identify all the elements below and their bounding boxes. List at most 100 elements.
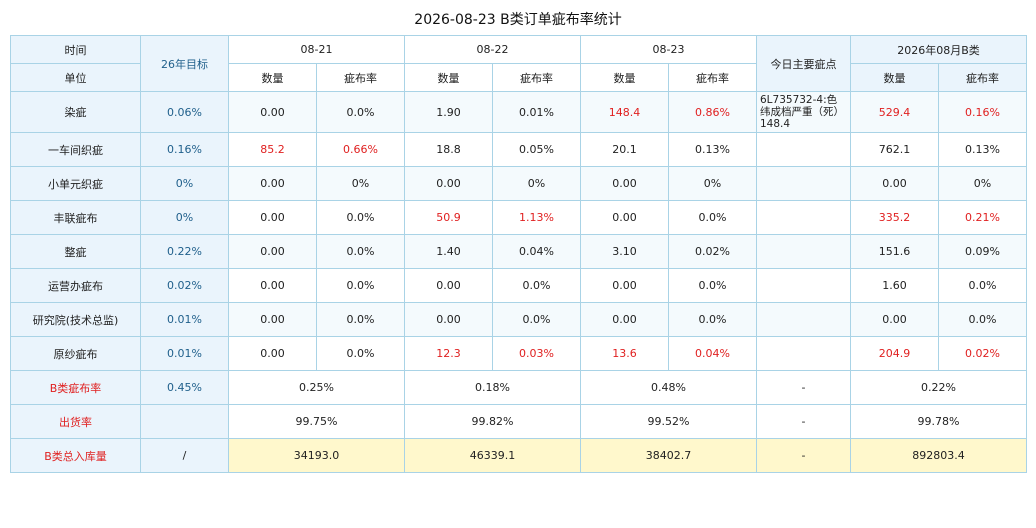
rate-cell: 0.0% [316, 268, 405, 303]
month-qty-cell: 762.1 [850, 132, 939, 167]
target-value: 0.06% [140, 91, 229, 133]
date-header-2: 08-22 [404, 35, 581, 64]
target-value: 0.16% [140, 132, 229, 167]
time-label: 时间 [10, 35, 141, 64]
main-defect-note [756, 268, 851, 303]
summary-note: - [756, 370, 851, 405]
qty-cell: 0.00 [228, 200, 317, 235]
summary-value: 0.18% [404, 370, 581, 405]
rate-cell: 0.0% [668, 302, 757, 337]
qty-cell: 0.00 [404, 166, 493, 201]
date-header-3: 08-23 [580, 35, 757, 64]
month-qty-cell: 1.60 [850, 268, 939, 303]
main-defect-note [756, 234, 851, 269]
summary-month-value: 99.78% [849, 404, 1028, 439]
rate-cell: 0.02% [668, 234, 757, 269]
qty-cell: 13.6 [580, 336, 669, 371]
summary-row: B类疵布率 0.45% 0.25% 0.18% 0.48% -0.22% [10, 370, 1028, 405]
rate-header: 疵布率 [668, 63, 757, 92]
target-value: 0.22% [140, 234, 229, 269]
qty-cell: 18.8 [404, 132, 493, 167]
table-row: 研究院(技术总监) 0.01% 0.00 0.0% 0.00 0.0% 0.00 0.0% 0.… [10, 302, 1028, 337]
rate-cell: 0.0% [492, 302, 581, 337]
rate-cell: 0.0% [668, 200, 757, 235]
summary-value: 99.82% [404, 404, 581, 439]
summary-note: - [756, 438, 851, 473]
qty-cell: 0.00 [580, 302, 669, 337]
rate-cell: 0.04% [492, 234, 581, 269]
rate-cell: 0.86% [668, 91, 757, 133]
summary-label: B类疵布率 [10, 370, 141, 405]
summary-month-value: 892803.4 [849, 438, 1028, 473]
month-rate-cell: 0.0% [937, 268, 1028, 303]
rate-cell: 0.01% [492, 91, 581, 133]
qty-cell: 1.40 [404, 234, 493, 269]
month-rate-cell: 0.0% [937, 302, 1028, 337]
summary-target [140, 404, 229, 439]
main-defect-header: 今日主要疵点 [756, 35, 851, 92]
table-row: 小单元织疵 0% 0.00 0% 0.00 0% 0.00 0% 0.00 0% [10, 166, 1028, 201]
date-header-1: 08-21 [228, 35, 405, 64]
unit-name: 运营办疵布 [10, 268, 141, 303]
qty-cell: 0.00 [228, 268, 317, 303]
rate-cell: 0.0% [668, 268, 757, 303]
main-defect-note [756, 200, 851, 235]
month-rate-cell: 0.21% [937, 200, 1028, 235]
qty-cell: 0.00 [404, 268, 493, 303]
table-row: 原纱疵布 0.01% 0.00 0.0% 12.3 0.03% 13.6 0.04% 204.9… [10, 336, 1028, 371]
month-rate-cell: 0.02% [937, 336, 1028, 371]
summary-value: 0.48% [580, 370, 757, 405]
month-qty-cell: 529.4 [850, 91, 939, 133]
qty-cell: 0.00 [228, 234, 317, 269]
rate-cell: 0.0% [316, 234, 405, 269]
qty-header: 数量 [228, 63, 317, 92]
table-row: 一车间织疵 0.16% 85.2 0.66% 18.8 0.05% 20.1 0.13% 762… [10, 132, 1028, 167]
qty-cell: 0.00 [228, 336, 317, 371]
qty-cell: 0.00 [580, 166, 669, 201]
target-value: 0% [140, 200, 229, 235]
qty-cell: 0.00 [228, 166, 317, 201]
rate-cell: 0.0% [316, 302, 405, 337]
qty-cell: 0.00 [580, 268, 669, 303]
summary-row: B类总入库量/34193.0 46339.1 38402.7-892803.4 [10, 438, 1028, 473]
summary-value: 34193.0 [228, 438, 405, 473]
summary-target: 0.45% [140, 370, 229, 405]
table-row: 染疵 0.06% 0.00 0.0% 1.90 0.01% 148.4 0.86% 6L7357… [10, 91, 1028, 133]
summary-value: 99.52% [580, 404, 757, 439]
unit-name: 研究院(技术总监) [10, 302, 141, 337]
summary-month-value: 0.22% [849, 370, 1028, 405]
rate-cell: 0.13% [668, 132, 757, 167]
table-row: 整疵 0.22% 0.00 0.0% 1.40 0.04% 3.10 0.02% 151.6 0.… [10, 234, 1028, 269]
rate-header: 疵布率 [316, 63, 405, 92]
qty-cell: 0.00 [228, 302, 317, 337]
month-rate-cell: 0.13% [937, 132, 1028, 167]
target-value: 0.01% [140, 336, 229, 371]
summary-note: - [756, 404, 851, 439]
rate-header: 疵布率 [937, 63, 1028, 92]
qty-header: 数量 [580, 63, 669, 92]
unit-name: 小单元织疵 [10, 166, 141, 201]
target-header: 26年目标 [140, 35, 229, 92]
rate-cell: 0% [316, 166, 405, 201]
main-defect-note [756, 302, 851, 337]
summary-value: 46339.1 [404, 438, 581, 473]
qty-cell: 50.9 [404, 200, 493, 235]
month-rate-cell: 0.09% [937, 234, 1028, 269]
qty-cell: 12.3 [404, 336, 493, 371]
qty-cell: 0.00 [228, 91, 317, 133]
rate-cell: 0.66% [316, 132, 405, 167]
month-qty-cell: 0.00 [850, 166, 939, 201]
table-row: 丰联疵布 0% 0.00 0.0% 50.9 1.13% 0.00 0.0% 335.2 0.21… [10, 200, 1028, 235]
rate-header: 疵布率 [492, 63, 581, 92]
target-value: 0% [140, 166, 229, 201]
rate-cell: 0% [492, 166, 581, 201]
summary-label: B类总入库量 [10, 438, 141, 473]
rate-cell: 0.0% [316, 336, 405, 371]
unit-label: 单位 [10, 63, 141, 92]
qty-cell: 20.1 [580, 132, 669, 167]
summary-value: 38402.7 [580, 438, 757, 473]
rate-cell: 0.0% [316, 200, 405, 235]
unit-name: 染疵 [10, 91, 141, 133]
qty-cell: 1.90 [404, 91, 493, 133]
qty-header: 数量 [850, 63, 939, 92]
